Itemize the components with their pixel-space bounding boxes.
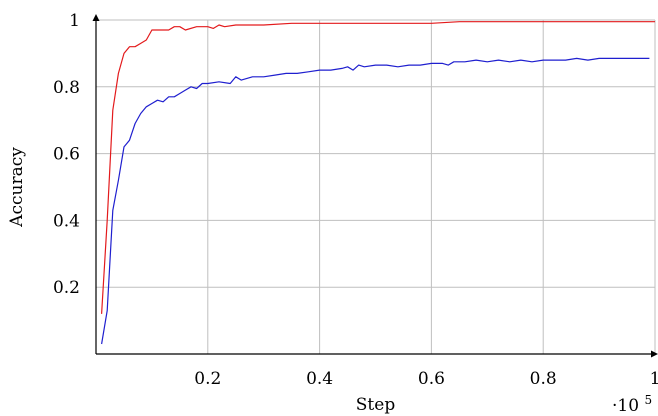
x-axis-arrow-icon [651,350,658,358]
y-tick-label-2: 0.6 [53,145,80,165]
series-line-0 [101,21,655,314]
x-tick-label-2: 0.6 [418,369,445,389]
y-tick-label-3: 0.8 [53,78,80,98]
x-tick-label-4: 1 [650,369,658,389]
series-line-1 [101,57,650,345]
series-layer [101,21,655,345]
y-tick-label-4: 1 [69,11,80,31]
y-axis-label: Accuracy [7,147,27,228]
x-tick-label-0: 0.2 [194,369,221,389]
tick-labels: 0.2 0.4 0.6 0.8 1 0.2 0.4 0.6 0.8 1 [53,11,658,389]
x-axis-exponent-label: ·10 5 [612,393,652,416]
x-tick-label-3: 0.8 [530,369,557,389]
x-tick-label-1: 0.4 [306,369,333,389]
grid [96,19,656,354]
x-exponent-base: ·10 [612,396,639,416]
x-axis-label: Step [356,395,396,415]
y-axis-arrow-icon [92,14,100,21]
y-tick-label-1: 0.4 [53,211,80,231]
axes [92,14,658,358]
y-tick-label-0: 0.2 [53,278,80,298]
x-exponent-power: 5 [644,393,652,407]
